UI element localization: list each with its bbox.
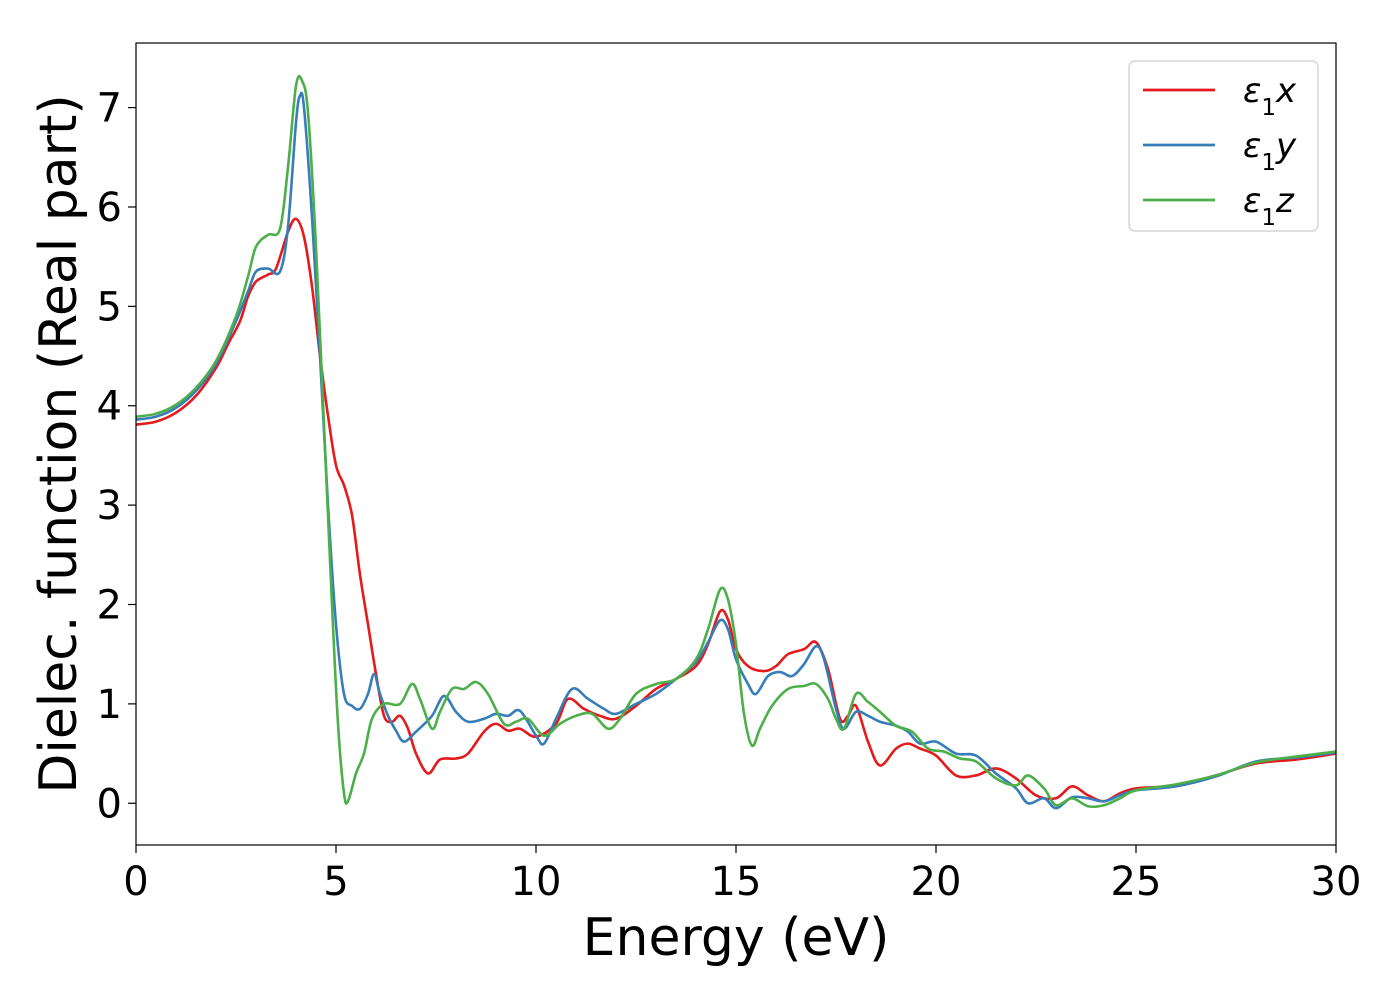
x-tick-label: 15 (711, 859, 762, 905)
legend-symbol: ε (1243, 71, 1261, 111)
legend-symbol: ε (1243, 181, 1261, 221)
legend-label: ε1z (1243, 181, 1295, 231)
y-axis-title: Dielec. function (Real part) (29, 94, 89, 793)
x-tick-label: 30 (1311, 859, 1362, 905)
legend-component: z (1275, 181, 1295, 221)
x-tick-label: 25 (1111, 859, 1162, 905)
x-tick-label: 0 (123, 859, 148, 905)
legend-symbol: ε (1243, 126, 1261, 166)
y-tick-label: 6 (97, 185, 122, 231)
y-tick-label: 5 (97, 284, 122, 330)
x-axis-title: Energy (eV) (583, 908, 890, 968)
x-tick-label: 20 (911, 859, 962, 905)
y-axis: 0 1 2 3 4 5 6 7 (97, 86, 136, 827)
x-tick-label: 10 (511, 859, 562, 905)
series-line-0 (135, 217, 1337, 803)
y-tick-label: 0 (97, 781, 122, 827)
series-line-2 (135, 74, 1337, 809)
y-tick-label: 4 (97, 384, 122, 430)
legend-component: y (1275, 126, 1297, 166)
legend-box (1128, 60, 1319, 232)
x-axis: 0 5 10 15 20 25 30 (123, 845, 1361, 905)
x-tick-label: 5 (323, 859, 348, 905)
y-tick-label: 2 (97, 582, 122, 628)
y-tick-label: 1 (97, 682, 122, 728)
legend-subscript: 1 (1261, 95, 1276, 121)
legend-label: ε1y (1243, 126, 1297, 176)
legend-label: ε1x (1243, 71, 1297, 121)
legend-subscript: 1 (1261, 205, 1276, 231)
series-line-1 (135, 91, 1337, 810)
y-tick-label: 7 (97, 86, 122, 132)
series-layer (135, 74, 1337, 810)
legend-component: x (1275, 71, 1297, 111)
legend-subscript: 1 (1261, 150, 1276, 176)
y-tick-label: 3 (97, 483, 122, 529)
